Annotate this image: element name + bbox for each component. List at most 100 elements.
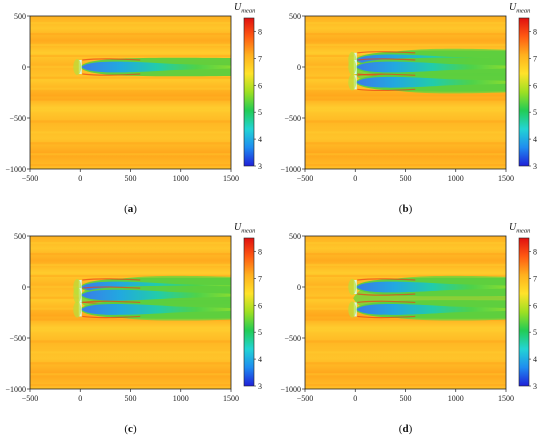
wake-shear-edge [357,51,416,54]
wake-shear-edge [357,278,416,281]
y-tick-label: −1000 [280,165,301,174]
x-tick-label: 0 [78,174,82,183]
colorbar [243,237,255,387]
streak [30,120,231,123]
colorbar-tick-label: 3 [533,382,537,391]
streak [305,274,506,277]
y-tick-label: 0 [22,283,26,292]
wake-core [81,304,231,315]
wake-shear-edge [357,300,416,304]
panel-b: −500 0 500 1000 1500 500 0 −500 −1000 8 7 6 5 4 3 Umean… [275,0,550,219]
x-tick-label: −500 [297,174,314,183]
wake-core [356,76,506,88]
streak [305,252,506,256]
streak [30,142,231,145]
x-tick-label: 1500 [498,394,514,403]
streak [305,109,506,112]
wake-core [356,304,506,315]
streak [305,373,506,376]
colorbar-tick-label: 8 [258,27,262,36]
induction-zone [348,59,357,75]
x-tick-label: 0 [78,394,82,403]
induction-zone [73,59,82,75]
streak [305,242,506,245]
y-tick-label: 0 [297,283,301,292]
wake-shear-edge [82,286,141,289]
streak [30,384,231,387]
colorbar-tick-label: 3 [258,162,262,171]
wake-core [81,61,231,73]
streak [305,43,506,47]
streak [305,98,506,101]
panel-caption: (d) [399,423,413,435]
wake-shear-edge [357,293,416,296]
wake-core [81,289,231,301]
colorbar-tick-label: 4 [258,135,262,144]
induction-zone [348,74,357,91]
y-tick-label: −1000 [5,385,26,394]
wake-shear-edge [82,58,141,61]
x-tick-label: 1500 [223,394,239,403]
x-tick-label: −500 [297,394,314,403]
colorbar-tick-label: 7 [258,274,262,283]
x-tick-label: 1500 [498,174,514,183]
colorbar-tick-label: 7 [258,54,262,63]
wake-core [356,61,506,73]
induction-zone [73,287,82,304]
wake-field [305,22,506,167]
y-tick-label: −500 [9,114,26,123]
colorbar-tick-label: 8 [533,247,537,256]
colorbar-tick-label: 5 [533,108,537,117]
wake-shear-edge [82,278,141,281]
streak [30,274,231,277]
streak [30,329,231,332]
streak [305,362,506,365]
streak [30,373,231,376]
streak [305,329,506,332]
y-tick-label: 0 [22,63,26,72]
streak [30,153,231,156]
colorbar-tick-label: 6 [258,81,262,90]
streak [305,164,506,167]
wake-shear-edge [82,73,141,76]
y-tick-label: 0 [297,63,301,72]
panel-caption: (c) [124,423,137,435]
streak [30,109,231,112]
colorbar-tick-label: 6 [258,301,262,310]
streak [305,340,506,343]
streak [305,120,506,123]
streak [30,54,231,57]
panel-c: −500 0 500 1000 1500 500 0 −500 −1000 8 7 6 5 4 3 Umean… [0,220,275,439]
streak [30,242,231,245]
wake-field [305,242,506,387]
y-tick-label: −500 [9,334,26,343]
wake-shear-edge [357,88,416,92]
contour-plot-svg: −500 0 500 1000 15005000−500−1000876543Umean… [5,2,262,215]
y-tick-label: −500 [284,114,301,123]
y-tick-label: 500 [289,232,301,241]
panel-caption: (b) [399,203,413,215]
x-tick-label: 500 [125,174,137,183]
colorbar-tick-label: 4 [533,355,537,364]
streak [305,131,506,134]
streak [30,87,231,90]
x-tick-label: 1500 [223,174,239,183]
colorbar-variable-label: Umean [509,222,530,235]
y-tick-label: 500 [289,12,301,21]
x-tick-label: 500 [125,394,137,403]
panel-caption: (a) [124,203,137,215]
streak [305,22,506,25]
streak [30,164,231,167]
colorbar-tick-label: 7 [533,274,537,283]
y-tick-label: −500 [284,334,301,343]
colorbar-tick-label: 4 [258,355,262,364]
colorbar-tick-label: 5 [533,328,537,337]
colorbar-tick-label: 3 [533,162,537,171]
wake-field [30,22,231,167]
x-tick-label: 500 [400,394,412,403]
contour-background [30,16,231,169]
colorbar-tick-label: 5 [258,328,262,337]
wake-core [356,281,506,293]
y-tick-label: 500 [14,232,26,241]
streak [30,252,231,256]
